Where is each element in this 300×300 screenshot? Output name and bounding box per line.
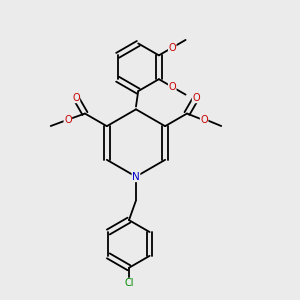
Text: O: O	[168, 82, 176, 92]
Text: O: O	[168, 43, 176, 52]
Text: O: O	[72, 93, 80, 103]
Text: O: O	[64, 115, 72, 125]
Text: N: N	[132, 172, 140, 182]
Text: Cl: Cl	[124, 278, 134, 288]
Text: O: O	[192, 93, 200, 103]
Text: O: O	[200, 115, 208, 125]
